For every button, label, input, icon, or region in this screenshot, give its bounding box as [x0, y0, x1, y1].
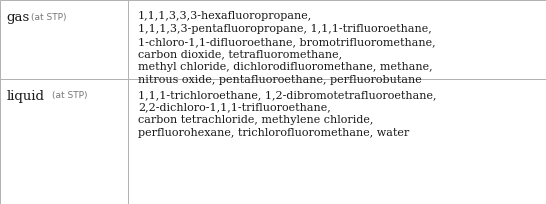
Text: liquid: liquid: [7, 90, 45, 103]
Text: (at STP): (at STP): [31, 13, 66, 22]
Text: 1,1,1,3,3,3-hexafluoropropane,
1,1,1,3,3-pentafluoropropane, 1,1,1-trifluoroetha: 1,1,1,3,3,3-hexafluoropropane, 1,1,1,3,3…: [138, 11, 436, 85]
Text: (at STP): (at STP): [52, 91, 87, 100]
Text: 1,1,1-trichloroethane, 1,2-dibromotetrafluoroethane,
2,2-dichloro-1,1,1-trifluor: 1,1,1-trichloroethane, 1,2-dibromotetraf…: [138, 90, 437, 138]
Text: gas: gas: [7, 11, 30, 24]
